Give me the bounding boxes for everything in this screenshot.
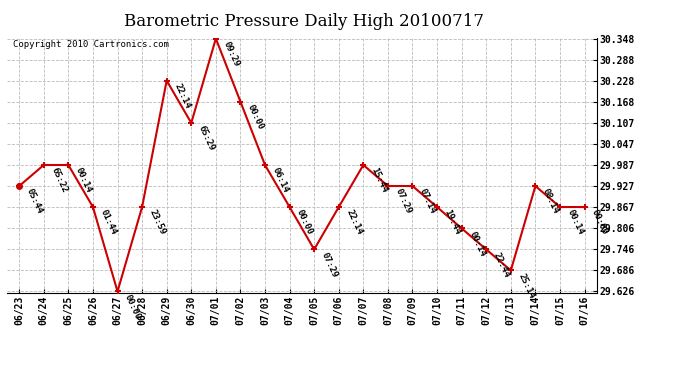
Text: 07:29: 07:29 xyxy=(319,251,339,279)
Text: 07:14: 07:14 xyxy=(418,188,437,216)
Text: 07:29: 07:29 xyxy=(393,188,413,216)
Text: 00:14: 00:14 xyxy=(74,166,93,195)
Text: 01:44: 01:44 xyxy=(99,209,118,237)
Text: 00:00: 00:00 xyxy=(246,103,266,131)
Text: Copyright 2010 Cartronics.com: Copyright 2010 Cartronics.com xyxy=(13,40,168,49)
Text: 23:59: 23:59 xyxy=(148,209,167,237)
Text: 08:14: 08:14 xyxy=(541,188,560,216)
Text: 22:14: 22:14 xyxy=(172,82,192,110)
Text: 25:14: 25:14 xyxy=(516,272,536,300)
Text: 22:44: 22:44 xyxy=(492,251,511,279)
Text: 65:22: 65:22 xyxy=(49,166,69,195)
Text: 00:00: 00:00 xyxy=(123,293,143,321)
Text: 06:14: 06:14 xyxy=(270,166,290,195)
Text: Barometric Pressure Daily High 20100717: Barometric Pressure Daily High 20100717 xyxy=(124,13,484,30)
Text: 19:44: 19:44 xyxy=(442,209,462,237)
Text: 00:14: 00:14 xyxy=(467,230,486,258)
Text: 09:29: 09:29 xyxy=(221,40,241,68)
Text: 05:44: 05:44 xyxy=(25,188,44,216)
Text: 65:29: 65:29 xyxy=(197,124,217,153)
Text: 15:44: 15:44 xyxy=(369,166,388,195)
Text: 00:14: 00:14 xyxy=(566,209,585,237)
Text: 00:00: 00:00 xyxy=(295,209,315,237)
Text: 00:00: 00:00 xyxy=(590,209,610,237)
Text: 22:14: 22:14 xyxy=(344,209,364,237)
